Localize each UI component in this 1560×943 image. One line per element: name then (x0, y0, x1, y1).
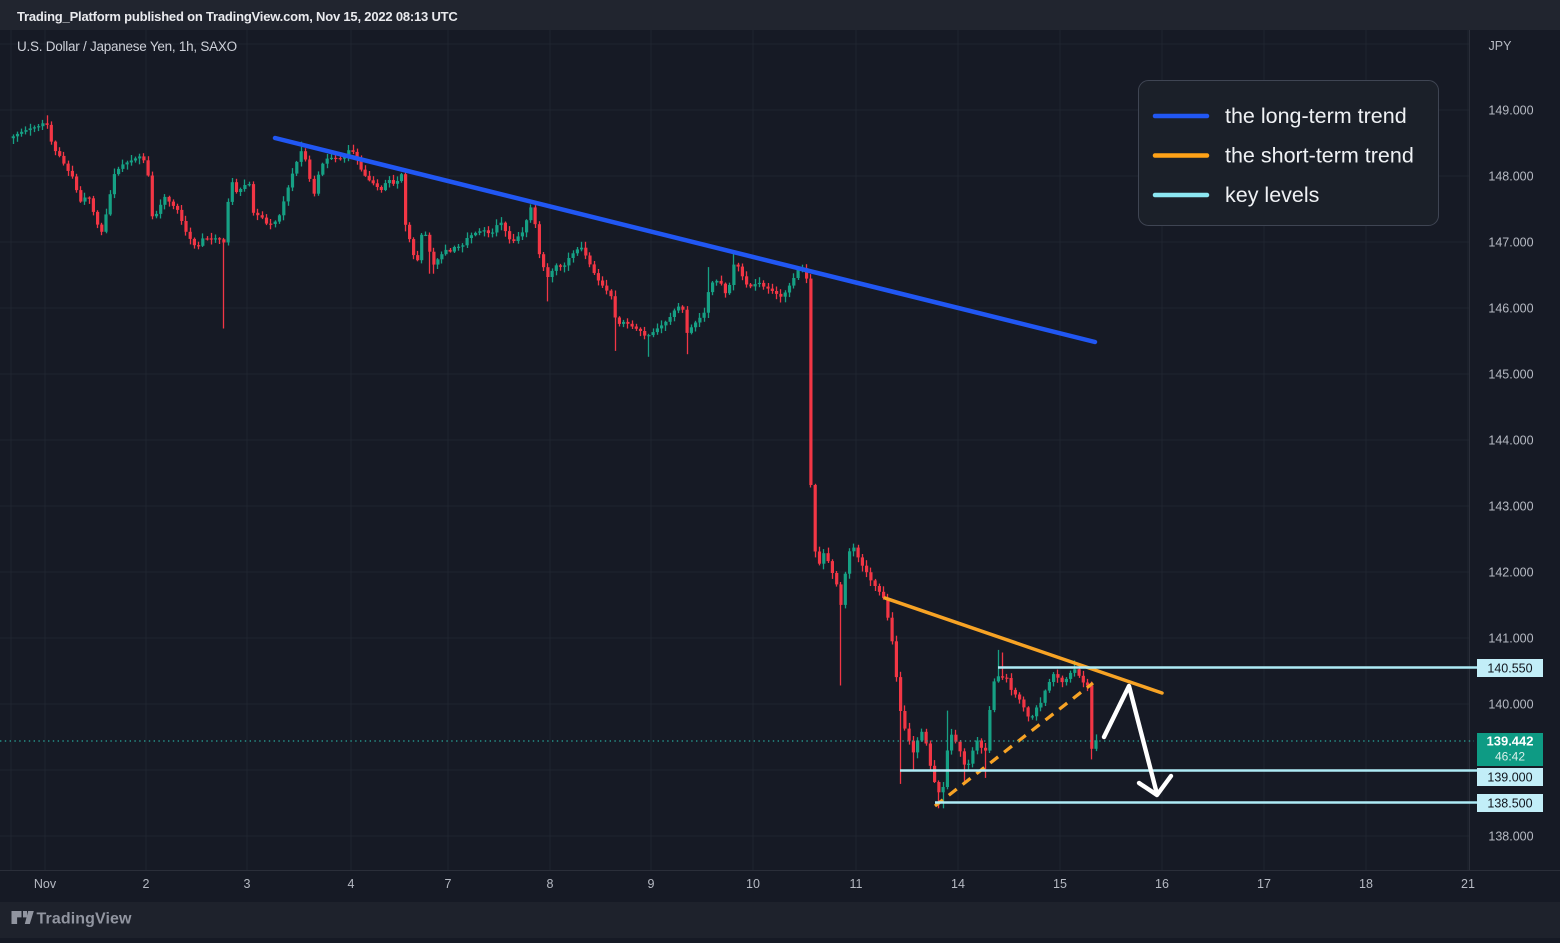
svg-text:8: 8 (547, 877, 554, 891)
svg-text:the short-term trend: the short-term trend (1225, 144, 1414, 168)
svg-text:146.000: 146.000 (1488, 302, 1533, 316)
svg-text:142.000: 142.000 (1488, 566, 1533, 580)
svg-text:147.000: 147.000 (1488, 236, 1533, 250)
svg-text:140.000: 140.000 (1488, 698, 1533, 712)
svg-text:11: 11 (850, 877, 863, 891)
svg-text:key levels: key levels (1225, 183, 1319, 207)
svg-text:139.442: 139.442 (1487, 734, 1534, 749)
svg-text:16: 16 (1155, 877, 1169, 891)
svg-text:138.500: 138.500 (1487, 797, 1532, 811)
svg-text:139.000: 139.000 (1487, 771, 1532, 785)
svg-text:9: 9 (648, 877, 655, 891)
svg-text:3: 3 (244, 877, 251, 891)
svg-text:10: 10 (746, 877, 760, 891)
svg-text:148.000: 148.000 (1488, 170, 1533, 184)
svg-text:21: 21 (1461, 877, 1475, 891)
svg-text:U.S. Dollar / Japanese Yen, 1h: U.S. Dollar / Japanese Yen, 1h, SAXO (17, 39, 237, 54)
svg-text:2: 2 (143, 877, 150, 891)
svg-text:the long-term trend: the long-term trend (1225, 104, 1407, 128)
svg-text:149.000: 149.000 (1488, 104, 1533, 118)
svg-text:TradingView: TradingView (37, 911, 133, 928)
svg-text:18: 18 (1359, 877, 1373, 891)
svg-text:143.000: 143.000 (1488, 500, 1533, 514)
svg-text:141.000: 141.000 (1488, 632, 1533, 646)
svg-text:Trading_Platform published on: Trading_Platform published on TradingVie… (17, 9, 458, 24)
svg-text:144.000: 144.000 (1488, 434, 1533, 448)
svg-text:7: 7 (445, 877, 452, 891)
svg-text:JPY: JPY (1489, 39, 1513, 53)
svg-text:140.550: 140.550 (1487, 662, 1532, 676)
svg-text:15: 15 (1053, 877, 1067, 891)
svg-text:14: 14 (951, 877, 965, 891)
svg-text:Nov: Nov (34, 877, 57, 891)
svg-text:145.000: 145.000 (1488, 368, 1533, 382)
svg-text:17: 17 (1257, 877, 1271, 891)
svg-text:4: 4 (348, 877, 355, 891)
svg-text:138.000: 138.000 (1488, 830, 1533, 844)
svg-text:46:42: 46:42 (1495, 750, 1525, 764)
